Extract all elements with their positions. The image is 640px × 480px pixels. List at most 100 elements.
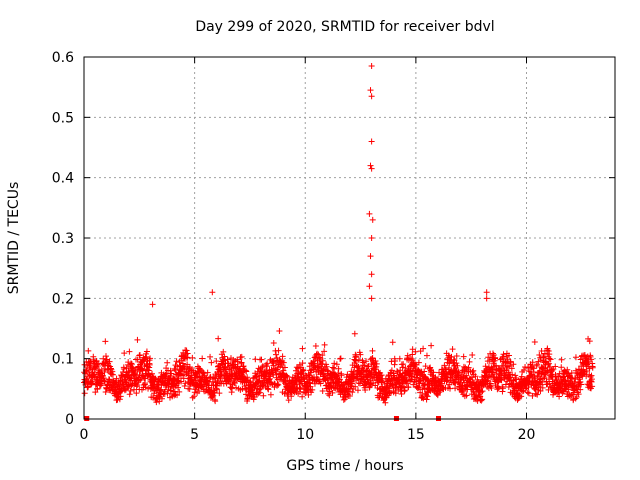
data-point: [417, 389, 424, 396]
data-point: [588, 356, 595, 363]
data-point: [389, 339, 396, 346]
data-point: [472, 373, 479, 380]
data-point: [423, 352, 430, 359]
data-point: [420, 345, 427, 352]
data-point: [363, 358, 370, 365]
data-point: [137, 376, 144, 383]
data-point: [543, 367, 550, 374]
data-point: [281, 364, 288, 371]
data-point: [85, 347, 92, 354]
data-point: [134, 356, 141, 363]
data-point: [224, 356, 231, 363]
data-point: [398, 390, 405, 397]
x-tick-label: 0: [80, 427, 89, 443]
grid: [84, 57, 615, 419]
data-point: [337, 355, 344, 362]
data-point: [199, 355, 206, 362]
data-point: [488, 385, 495, 392]
data-point: [127, 387, 134, 394]
data-point: [394, 368, 401, 375]
data-point: [354, 375, 361, 382]
data-point: [81, 390, 88, 397]
data-point: [558, 356, 565, 363]
data-point: [333, 361, 340, 368]
data-point: [369, 216, 376, 223]
data-point: [253, 391, 260, 398]
data-point: [565, 386, 572, 393]
data-point: [221, 353, 228, 360]
data-point: [524, 389, 531, 396]
data-point: [284, 373, 291, 380]
y-tick-label: 0.4: [52, 171, 74, 187]
data-point: [306, 379, 313, 386]
chart-title: Day 299 of 2020, SRMTID for receiver bdv…: [195, 19, 494, 35]
data-point: [572, 354, 579, 361]
data-point: [583, 373, 590, 380]
data-point: [378, 372, 385, 379]
data-point: [360, 359, 367, 366]
data-point: [323, 363, 330, 370]
data-point: [204, 369, 211, 376]
data-point: [382, 399, 389, 406]
data-point: [120, 366, 127, 373]
x-tick-label: 5: [190, 427, 199, 443]
data-point: [82, 370, 89, 377]
data-point: [545, 360, 552, 367]
data-point: [586, 338, 593, 345]
data-point: [167, 367, 174, 374]
data-point: [94, 386, 101, 393]
data-point: [89, 378, 96, 385]
data-point: [117, 393, 124, 400]
data-point: [134, 336, 141, 343]
data-point: [422, 363, 429, 370]
data-point: [538, 347, 545, 354]
data-point: [129, 364, 136, 371]
data-point: [349, 380, 356, 387]
data-point: [490, 352, 497, 359]
data-point: [532, 385, 539, 392]
data-point: [327, 383, 334, 390]
data-point: [405, 384, 412, 391]
data-point: [120, 368, 127, 375]
data-point: [368, 271, 375, 278]
data-point: [158, 395, 165, 402]
data-point: [113, 375, 120, 382]
data-point: [376, 394, 383, 401]
data-point: [121, 387, 128, 394]
data-point: [361, 362, 368, 369]
data-point: [267, 391, 274, 398]
data-point: [577, 386, 584, 393]
data-point: [321, 341, 328, 348]
data-point: [547, 356, 554, 363]
data-point: [213, 358, 220, 365]
data-point: [164, 359, 171, 366]
data-point: [193, 373, 200, 380]
data-point: [575, 383, 582, 390]
data-point: [106, 358, 113, 365]
data-point: [234, 358, 241, 365]
data-point: [556, 393, 563, 400]
data-point: [299, 393, 306, 400]
data-point: [552, 363, 559, 370]
data-point: [260, 392, 267, 399]
data-point: [352, 383, 359, 390]
data-point: [208, 359, 215, 366]
data-point: [276, 328, 283, 335]
data-point: [499, 385, 506, 392]
data-point: [558, 364, 565, 371]
data-point: [400, 361, 407, 368]
y-tick-label: 0.3: [52, 231, 74, 247]
data-point: [367, 253, 374, 260]
data-point: [357, 351, 364, 358]
data-point: [354, 387, 361, 394]
data-point: [447, 385, 454, 392]
data-point: [338, 372, 345, 379]
data-point: [438, 382, 445, 389]
data-point: [146, 361, 153, 368]
data-point: [209, 289, 216, 296]
data-point: [366, 210, 373, 217]
data-point: [309, 386, 316, 393]
data-point: [331, 360, 338, 367]
data-point: [108, 371, 115, 378]
data-point: [571, 379, 578, 386]
